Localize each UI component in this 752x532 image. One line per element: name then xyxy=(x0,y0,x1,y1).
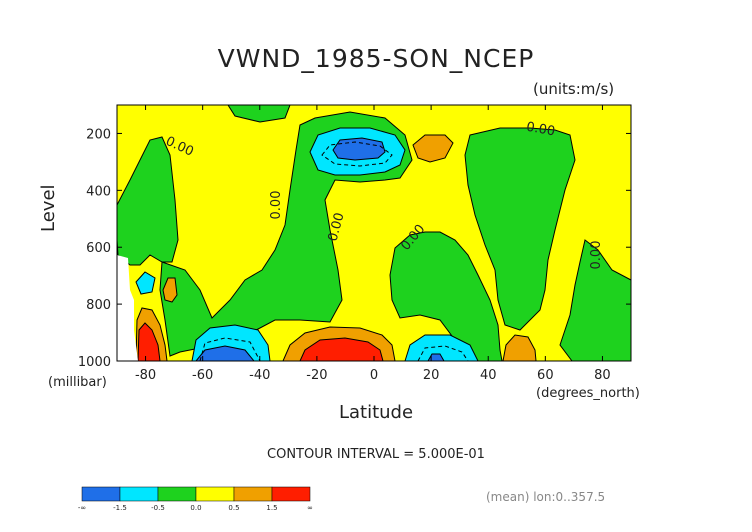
x-axis-unit: (degrees_north) xyxy=(536,386,640,401)
contour-fills xyxy=(117,105,631,361)
colorbar-swatch xyxy=(157,486,197,502)
dashed-contour-south xyxy=(199,337,261,361)
x-tick-label: 60 xyxy=(537,368,554,383)
contour-label: 0.00 xyxy=(589,241,604,270)
colorbar-tick-label: 0.0 xyxy=(190,504,201,512)
fill-red-surface xyxy=(299,337,384,361)
colorbar-swatch xyxy=(271,486,311,502)
fill-green-top xyxy=(227,105,291,123)
x-tick-label: 20 xyxy=(423,368,440,383)
dashed-contour-upper xyxy=(321,141,393,167)
fill-orange-north-surface xyxy=(502,334,537,361)
x-tick-label: -20 xyxy=(306,368,327,383)
colorbar-swatch xyxy=(119,486,159,502)
y-tick-label: 400 xyxy=(86,184,111,199)
x-tick-label: 80 xyxy=(594,368,611,383)
colorbar-tick-label: -∞ xyxy=(78,504,86,512)
x-tick-label: 40 xyxy=(480,368,497,383)
colorbar-swatch xyxy=(233,486,273,502)
contour-label: 0.00 xyxy=(326,211,348,243)
y-tick-label: 200 xyxy=(86,127,111,142)
x-ticks: -80 -60 -40 -20 0 20 40 60 80 xyxy=(135,105,611,383)
colorbar: -∞ -1.5 -0.5 0.0 0.5 1.5 ∞ xyxy=(78,486,313,512)
contour-interval: CONTOUR INTERVAL = 5.000E-01 xyxy=(267,447,485,462)
fill-orange-left xyxy=(162,277,178,303)
y-tick-label: 1000 xyxy=(78,355,111,370)
fill-green-center xyxy=(389,231,503,361)
colorbar-tick-label: 1.5 xyxy=(266,504,277,512)
x-tick-label: -60 xyxy=(192,368,213,383)
fill-cyan-left xyxy=(135,271,156,295)
y-tick-label: 600 xyxy=(86,241,111,256)
mean-annotation: (mean) lon:0..357.5 xyxy=(486,490,606,504)
chart-title: VWND_1985-SON_NCEP xyxy=(217,44,535,73)
colorbar-tick-label: ∞ xyxy=(307,504,313,512)
y-ticks: 200 400 600 800 1000 xyxy=(78,127,631,370)
colorbar-swatch xyxy=(195,486,235,502)
fill-cyan-eq-surface xyxy=(404,334,479,361)
fill-red-polar xyxy=(137,322,161,361)
y-axis-unit: (millibar) xyxy=(48,375,107,390)
fill-green-north xyxy=(464,127,576,331)
contour-label: 0.00 xyxy=(269,191,284,220)
colorbar-tick-label: -0.5 xyxy=(151,504,165,512)
colorbar-tick-label: 0.5 xyxy=(228,504,239,512)
dashed-contour-eq xyxy=(417,345,469,361)
x-tick-label: -40 xyxy=(249,368,270,383)
fill-green-polar xyxy=(559,239,631,361)
x-tick-label: -80 xyxy=(135,368,156,383)
fill-blue-south-surface xyxy=(195,345,255,361)
x-tick-label: 0 xyxy=(370,368,378,383)
colorbar-swatch xyxy=(81,486,121,502)
units-label: (units:m/s) xyxy=(533,80,615,98)
fill-orange-small-upper xyxy=(412,134,454,163)
fill-blue-upper xyxy=(332,137,386,161)
colorbar-tick-label: -1.5 xyxy=(113,504,127,512)
missing-data-region xyxy=(117,255,138,361)
x-axis-label: Latitude xyxy=(338,402,414,423)
contour-label: 0.00 xyxy=(525,120,556,140)
y-tick-label: 800 xyxy=(86,298,111,313)
